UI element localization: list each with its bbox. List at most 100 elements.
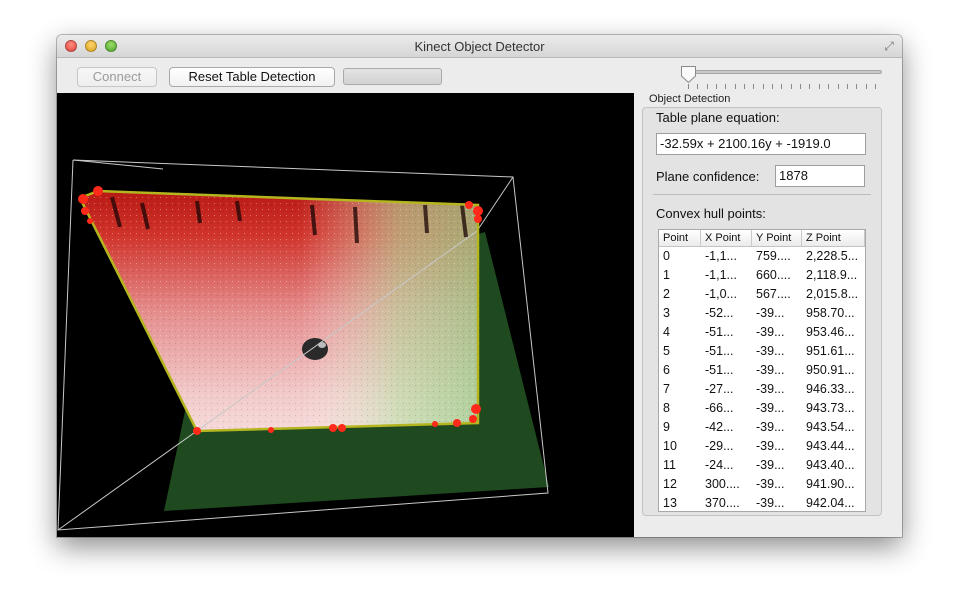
table-cell: -52... bbox=[705, 306, 734, 320]
slider-tick bbox=[781, 84, 783, 89]
object-detection-group: Table plane equation: -32.59x + 2100.16y… bbox=[642, 107, 882, 516]
point-cloud-viewport[interactable] bbox=[57, 93, 634, 537]
slider-tick bbox=[716, 84, 718, 89]
slider-tick bbox=[734, 84, 736, 89]
column-header-y[interactable]: Y Point bbox=[752, 230, 802, 246]
table-cell: -29... bbox=[705, 439, 734, 453]
progress-bar bbox=[343, 68, 442, 85]
slider-tick bbox=[837, 84, 839, 89]
table-body: 0 -1,1... 759.... 2,228.5... 1 -1,1... 660....… bbox=[659, 247, 865, 511]
table-row[interactable]: 8 -66... -39... 943.73... bbox=[659, 399, 865, 418]
column-header-z[interactable]: Z Point bbox=[802, 230, 865, 246]
table-cell: 2,118.9... bbox=[806, 268, 858, 282]
table-cell: 941.90... bbox=[806, 477, 855, 491]
table-row[interactable]: 12 300.... -39... 941.90... bbox=[659, 475, 865, 494]
minimize-window-button[interactable] bbox=[85, 40, 97, 52]
table-cell: 943.44... bbox=[806, 439, 855, 453]
connect-button[interactable]: Connect bbox=[77, 67, 157, 87]
table-cell: 759.... bbox=[756, 249, 791, 263]
slider-tick bbox=[800, 84, 802, 89]
title-bar: Kinect Object Detector ⤢ bbox=[57, 35, 902, 58]
table-cell: -24... bbox=[705, 458, 734, 472]
table-cell: -51... bbox=[705, 325, 734, 339]
table-row[interactable]: 10 -29... -39... 943.44... bbox=[659, 437, 865, 456]
table-row[interactable]: 9 -42... -39... 943.54... bbox=[659, 418, 865, 437]
detected-object bbox=[302, 338, 328, 360]
slider-tick bbox=[706, 84, 708, 89]
close-window-button[interactable] bbox=[65, 40, 77, 52]
table-cell: -39... bbox=[756, 458, 785, 472]
table-cell: -39... bbox=[756, 496, 785, 510]
table-cell: -51... bbox=[705, 363, 734, 377]
table-cell: 6 bbox=[663, 363, 670, 377]
table-cell: -39... bbox=[756, 363, 785, 377]
table-cell: 5 bbox=[663, 344, 670, 358]
table-cell: 2,015.8... bbox=[806, 287, 859, 301]
reset-table-detection-button[interactable]: Reset Table Detection bbox=[169, 67, 335, 87]
table-cell: -1,1... bbox=[705, 249, 737, 263]
slider-ticks bbox=[688, 84, 876, 89]
table-cell: 946.33... bbox=[806, 382, 855, 396]
slider-tick bbox=[828, 84, 830, 89]
table-cell: 9 bbox=[663, 420, 670, 434]
table-row[interactable]: 13 370.... -39... 942.04... bbox=[659, 494, 865, 511]
table-cell: 7 bbox=[663, 382, 670, 396]
slider-tick bbox=[809, 84, 811, 89]
slider-tick bbox=[744, 84, 746, 89]
table-row[interactable]: 4 -51... -39... 953.46... bbox=[659, 323, 865, 342]
table-cell: -39... bbox=[756, 382, 785, 396]
table-plane-equation-field[interactable]: -32.59x + 2100.16y + -1919.0 bbox=[656, 133, 866, 155]
table-cell: -27... bbox=[705, 382, 734, 396]
convex-hull-table[interactable]: Point X Point Y Point Z Point 0 -1,1... 75… bbox=[658, 229, 866, 512]
table-cell: 2,228.5... bbox=[806, 249, 859, 263]
table-cell: -66... bbox=[705, 401, 734, 415]
table-cell: 660.... bbox=[756, 268, 791, 282]
table-cell: -1,1... bbox=[705, 268, 737, 282]
table-row[interactable]: 2 -1,0... 567.... 2,015.8... bbox=[659, 285, 865, 304]
column-header-x[interactable]: X Point bbox=[701, 230, 752, 246]
slider-track[interactable] bbox=[682, 70, 882, 74]
table-cell: 951.61... bbox=[806, 344, 855, 358]
table-header: Point X Point Y Point Z Point bbox=[659, 230, 865, 247]
table-cell: 1 bbox=[663, 268, 670, 282]
bounding-frustum bbox=[57, 159, 549, 531]
table-row[interactable]: 11 -24... -39... 943.40... bbox=[659, 456, 865, 475]
table-row[interactable]: 6 -51... -39... 950.91... bbox=[659, 361, 865, 380]
table-row[interactable]: 0 -1,1... 759.... 2,228.5... bbox=[659, 247, 865, 266]
table-row[interactable]: 7 -27... -39... 946.33... bbox=[659, 380, 865, 399]
table-cell: 958.70... bbox=[806, 306, 855, 320]
slider-tick bbox=[688, 84, 689, 89]
fullscreen-icon[interactable]: ⤢ bbox=[884, 39, 894, 53]
zoom-window-button[interactable] bbox=[105, 40, 117, 52]
table-cell: 953.46... bbox=[806, 325, 855, 339]
table-cell: -39... bbox=[756, 325, 785, 339]
table-cell: -39... bbox=[756, 477, 785, 491]
slider-tick bbox=[856, 84, 858, 89]
table-cell: 13 bbox=[663, 496, 677, 510]
plane-confidence-field[interactable]: 1878 bbox=[775, 165, 865, 187]
table-cell: -42... bbox=[705, 420, 734, 434]
table-cell: -39... bbox=[756, 439, 785, 453]
slider-tick bbox=[772, 84, 774, 89]
slider-tick bbox=[725, 84, 727, 89]
table-cell: 300.... bbox=[705, 477, 740, 491]
app-window: Kinect Object Detector ⤢ Connect Reset T… bbox=[57, 35, 902, 537]
slider-tick bbox=[846, 84, 848, 89]
table-cell: 2 bbox=[663, 287, 670, 301]
table-row[interactable]: 1 -1,1... 660.... 2,118.9... bbox=[659, 266, 865, 285]
slider-knob[interactable] bbox=[680, 65, 697, 84]
slider-tick bbox=[697, 84, 699, 89]
point-cloud-render bbox=[57, 159, 549, 531]
table-cell: 950.91... bbox=[806, 363, 855, 377]
column-header-point[interactable]: Point bbox=[659, 230, 701, 246]
table-row[interactable]: 5 -51... -39... 951.61... bbox=[659, 342, 865, 361]
plane-confidence-label: Plane confidence: bbox=[656, 169, 760, 184]
table-cell: 567.... bbox=[756, 287, 791, 301]
slider-tick bbox=[790, 84, 792, 89]
table-cell: 11 bbox=[663, 458, 676, 472]
table-row[interactable]: 3 -52... -39... 958.70... bbox=[659, 304, 865, 323]
slider-tick bbox=[818, 84, 820, 89]
table-cell: 943.73... bbox=[806, 401, 855, 415]
table-plane-equation-label: Table plane equation: bbox=[656, 110, 780, 125]
hull-points bbox=[78, 186, 483, 435]
